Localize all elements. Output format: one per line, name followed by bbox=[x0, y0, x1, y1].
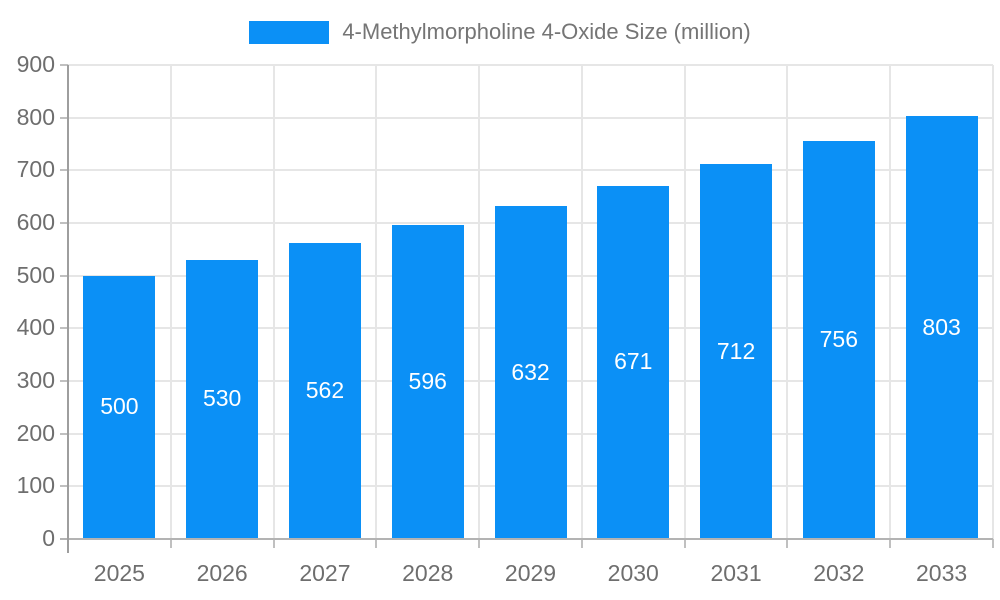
bar[interactable] bbox=[391, 225, 464, 539]
h-gridline bbox=[68, 169, 993, 172]
y-tick-label: 800 bbox=[16, 103, 55, 130]
y-tick-label: 500 bbox=[16, 261, 55, 288]
bar-value-label: 632 bbox=[511, 358, 550, 385]
x-tick bbox=[786, 539, 789, 548]
y-tick bbox=[60, 169, 68, 172]
bar-value-label: 712 bbox=[716, 337, 756, 364]
bar-value-label: 562 bbox=[305, 377, 345, 403]
v-gridline bbox=[169, 65, 172, 539]
x-tick bbox=[272, 539, 275, 548]
v-gridline bbox=[992, 65, 994, 539]
y-tick bbox=[60, 380, 68, 382]
y-tick bbox=[60, 327, 68, 330]
y-tick bbox=[60, 64, 68, 66]
x-tick bbox=[580, 539, 583, 548]
bar[interactable] bbox=[700, 164, 773, 539]
v-gridline bbox=[272, 65, 275, 539]
y-tick-label: 200 bbox=[16, 419, 55, 446]
x-tick bbox=[889, 539, 892, 548]
v-gridline bbox=[580, 65, 583, 539]
x-tick-label: 2025 bbox=[93, 560, 145, 586]
y-tick bbox=[60, 432, 68, 435]
y-tick-label: 100 bbox=[16, 472, 55, 499]
bar[interactable] bbox=[186, 259, 259, 539]
v-gridline bbox=[375, 65, 378, 539]
bar[interactable] bbox=[494, 206, 567, 539]
x-tick-label: 2032 bbox=[813, 560, 865, 586]
y-tick-label: 600 bbox=[16, 209, 55, 235]
x-tick-label: 2027 bbox=[299, 560, 351, 586]
y-tick bbox=[60, 485, 68, 488]
legend-swatch[interactable] bbox=[249, 20, 330, 44]
v-gridline bbox=[889, 65, 892, 539]
y-tick-label: 900 bbox=[16, 51, 55, 77]
legend[interactable]: 4-Methylmorpholine 4-Oxide Size (million… bbox=[0, 18, 1000, 46]
y-tick-label: 400 bbox=[16, 314, 55, 341]
y-tick bbox=[60, 274, 68, 277]
v-gridline bbox=[786, 65, 789, 539]
x-tick bbox=[478, 539, 481, 548]
y-tick bbox=[60, 222, 68, 224]
bar[interactable] bbox=[597, 185, 670, 539]
bar-value-label: 756 bbox=[819, 325, 859, 352]
v-gridline bbox=[478, 65, 481, 539]
bar-value-label: 671 bbox=[614, 348, 653, 375]
x-tick bbox=[169, 539, 172, 548]
x-tick-label: 2030 bbox=[607, 560, 659, 586]
x-tick-label: 2031 bbox=[710, 560, 762, 586]
y-tick-label: 300 bbox=[16, 367, 55, 393]
x-tick-label: 2028 bbox=[402, 560, 454, 586]
x-tick bbox=[375, 539, 378, 548]
y-tick bbox=[60, 116, 68, 119]
bar-value-label: 500 bbox=[100, 393, 139, 420]
x-tick bbox=[683, 539, 686, 548]
bar-value-label: 530 bbox=[202, 385, 242, 412]
bar-value-label: 596 bbox=[408, 368, 447, 395]
x-tick-label: 2029 bbox=[504, 560, 557, 586]
bar[interactable] bbox=[83, 275, 156, 539]
x-tick bbox=[992, 539, 994, 548]
bar[interactable] bbox=[802, 140, 875, 539]
v-gridline bbox=[683, 65, 686, 539]
x-axis-line bbox=[60, 538, 993, 540]
x-tick-label: 2026 bbox=[196, 560, 248, 586]
y-tick-label: 0 bbox=[42, 525, 55, 551]
h-gridline bbox=[68, 116, 993, 119]
bar[interactable] bbox=[288, 243, 361, 539]
bar-value-label: 803 bbox=[922, 313, 961, 340]
h-gridline bbox=[68, 64, 993, 66]
x-tick-label: 2033 bbox=[916, 560, 968, 586]
bar[interactable] bbox=[905, 116, 978, 539]
y-tick-label: 700 bbox=[16, 156, 55, 183]
y-axis-line bbox=[67, 65, 69, 553]
legend-label: 4-Methylmorpholine 4-Oxide Size (million… bbox=[342, 19, 751, 44]
